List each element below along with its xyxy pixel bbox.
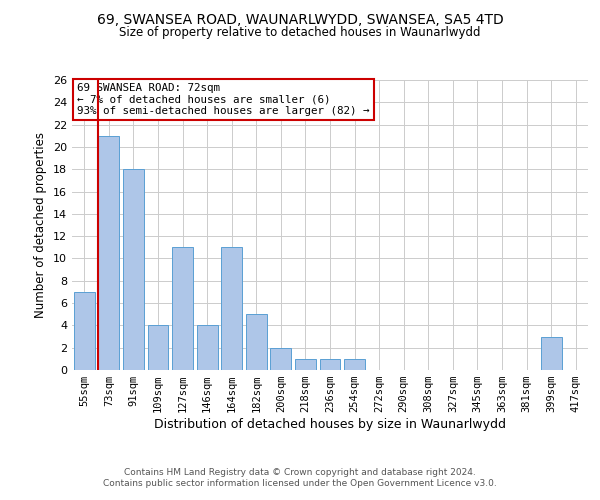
Text: 69, SWANSEA ROAD, WAUNARLWYDD, SWANSEA, SA5 4TD: 69, SWANSEA ROAD, WAUNARLWYDD, SWANSEA, … (97, 12, 503, 26)
Text: Contains HM Land Registry data © Crown copyright and database right 2024.
Contai: Contains HM Land Registry data © Crown c… (103, 468, 497, 487)
Bar (320, 359, 340, 370)
Bar (271, 348, 292, 370)
X-axis label: Distribution of detached houses by size in Waunarlwydd: Distribution of detached houses by size … (154, 418, 506, 431)
Text: Size of property relative to detached houses in Waunarlwydd: Size of property relative to detached ho… (119, 26, 481, 39)
Bar (172, 248, 193, 370)
Bar (197, 326, 218, 370)
Bar (74, 292, 95, 370)
Text: 69 SWANSEA ROAD: 72sqm
← 7% of detached houses are smaller (6)
93% of semi-detac: 69 SWANSEA ROAD: 72sqm ← 7% of detached … (77, 83, 370, 116)
Bar (295, 359, 316, 370)
Bar (221, 248, 242, 370)
Bar (123, 169, 144, 370)
Bar (541, 336, 562, 370)
Bar (344, 359, 365, 370)
Bar (98, 136, 119, 370)
Bar (148, 326, 169, 370)
Bar (246, 314, 267, 370)
Y-axis label: Number of detached properties: Number of detached properties (34, 132, 47, 318)
